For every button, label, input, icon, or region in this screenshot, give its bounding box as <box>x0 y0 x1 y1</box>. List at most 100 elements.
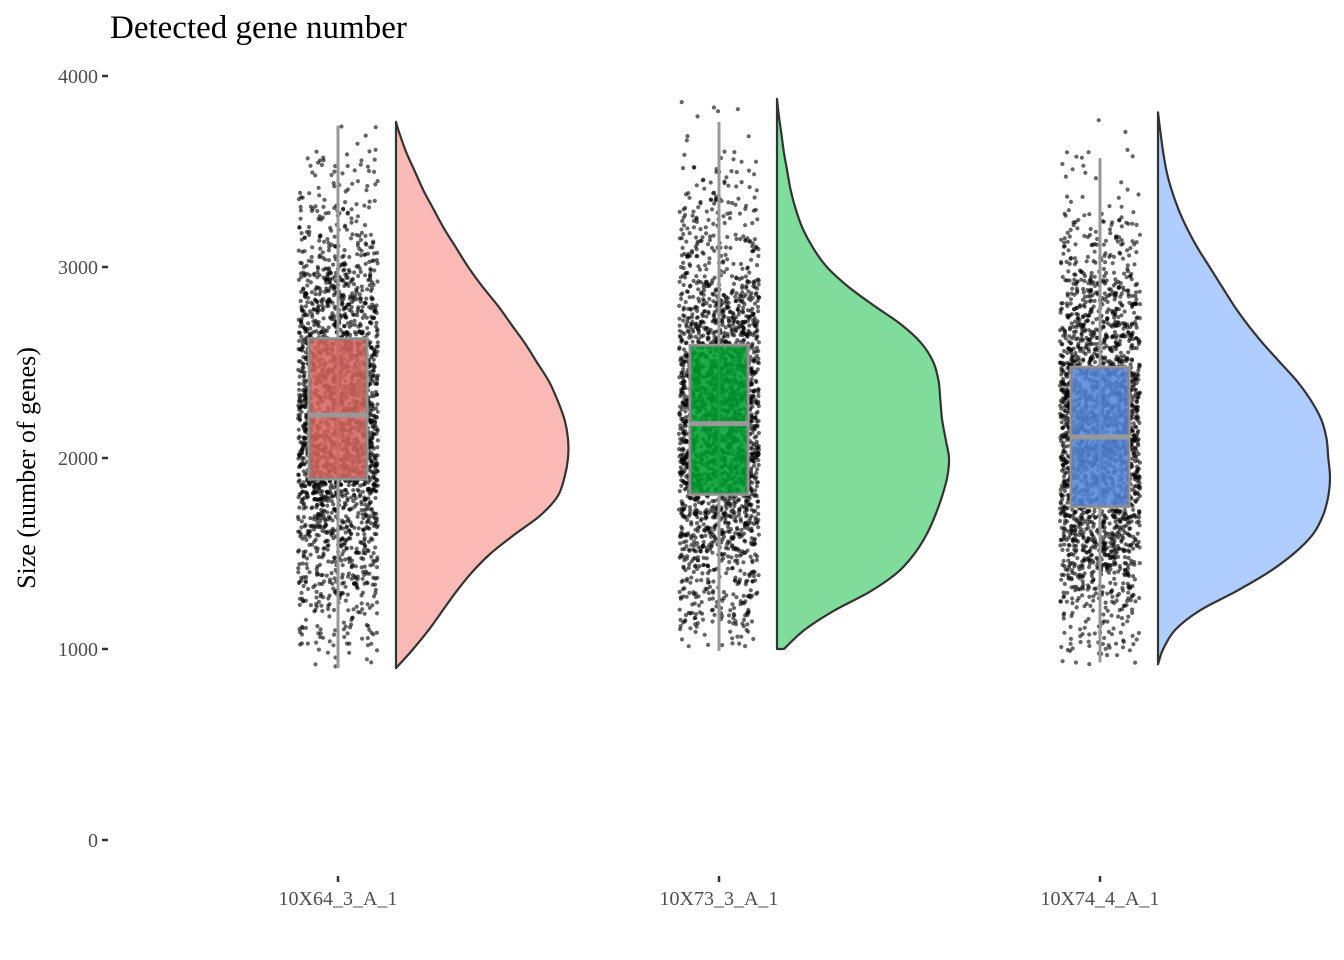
data-point <box>678 471 683 476</box>
data-point <box>680 330 685 335</box>
data-point <box>316 647 321 652</box>
data-point <box>341 591 346 596</box>
data-point <box>355 243 360 248</box>
data-point <box>362 498 367 503</box>
data-point <box>358 237 363 242</box>
data-point <box>297 505 302 510</box>
data-point <box>366 205 372 210</box>
data-point <box>705 563 710 568</box>
data-point <box>721 511 726 516</box>
data-point <box>368 232 373 237</box>
data-point <box>357 292 362 297</box>
data-point <box>345 187 350 192</box>
data-point <box>331 607 337 613</box>
data-point <box>375 340 380 345</box>
data-point <box>735 561 740 566</box>
data-point <box>756 462 761 468</box>
data-point <box>330 494 335 499</box>
data-point <box>339 124 344 129</box>
data-point <box>726 521 731 526</box>
data-point <box>743 644 748 649</box>
data-point <box>691 533 696 538</box>
data-point <box>340 575 345 580</box>
data-point <box>375 179 380 184</box>
data-point <box>341 526 346 531</box>
data-point <box>1068 636 1073 642</box>
data-point <box>691 294 696 299</box>
data-point <box>350 232 355 237</box>
x-axis: 10X64_3_A_1 10X73_3_A_1 10X74_4_A_1 <box>279 876 1159 910</box>
data-point <box>677 346 682 351</box>
data-point <box>371 523 377 529</box>
data-point <box>366 548 371 554</box>
data-point <box>371 282 376 287</box>
data-point <box>750 306 755 311</box>
data-point <box>349 220 354 225</box>
data-point <box>358 610 363 615</box>
data-point <box>710 550 715 555</box>
data-point <box>735 319 740 325</box>
data-point <box>356 510 361 516</box>
data-point <box>711 313 716 319</box>
data-point <box>303 580 308 585</box>
data-point <box>346 571 351 576</box>
data-point <box>299 274 304 280</box>
data-point <box>313 292 318 297</box>
data-point <box>754 263 760 268</box>
data-point <box>686 644 691 649</box>
data-point <box>756 447 762 452</box>
data-point <box>317 238 322 243</box>
data-point <box>311 307 317 312</box>
data-point <box>312 272 317 278</box>
data-point <box>697 564 702 569</box>
data-point <box>698 280 703 285</box>
y-tick-label: 1000 <box>58 639 98 661</box>
data-point <box>341 549 346 554</box>
data-point <box>1116 614 1121 619</box>
data-point <box>691 278 696 283</box>
data-point <box>741 593 746 599</box>
data-point <box>308 163 313 168</box>
data-point <box>704 549 710 554</box>
data-point <box>322 197 327 202</box>
data-point <box>1120 241 1125 246</box>
data-point <box>326 325 331 330</box>
data-point <box>678 465 683 470</box>
data-point <box>356 305 361 310</box>
data-point <box>316 160 321 165</box>
data-point <box>700 235 705 240</box>
data-point <box>729 515 734 520</box>
data-point <box>715 109 721 114</box>
data-point <box>732 613 737 618</box>
data-point <box>752 435 757 440</box>
data-point <box>346 556 351 561</box>
data-point <box>331 632 337 637</box>
data-point <box>681 313 686 318</box>
data-point <box>369 554 374 559</box>
data-point <box>730 602 735 607</box>
data-point <box>305 300 310 305</box>
data-point <box>299 532 304 537</box>
data-point <box>746 328 751 333</box>
data-point <box>303 549 308 554</box>
data-point <box>372 169 377 174</box>
data-point <box>354 502 359 507</box>
data-point <box>683 192 689 197</box>
data-point <box>304 537 309 543</box>
data-point <box>745 265 750 270</box>
data-point <box>359 248 364 253</box>
data-point <box>754 591 759 596</box>
data-point <box>325 301 330 306</box>
data-point <box>711 318 717 323</box>
data-point <box>320 326 325 331</box>
data-point <box>744 508 750 513</box>
data-point <box>341 627 346 632</box>
data-point <box>740 319 745 324</box>
data-point <box>317 581 322 586</box>
data-point <box>375 445 380 450</box>
data-point <box>326 596 331 601</box>
data-point <box>324 523 329 528</box>
data-point <box>325 510 330 515</box>
data-point <box>348 625 353 630</box>
data-point <box>368 288 374 293</box>
